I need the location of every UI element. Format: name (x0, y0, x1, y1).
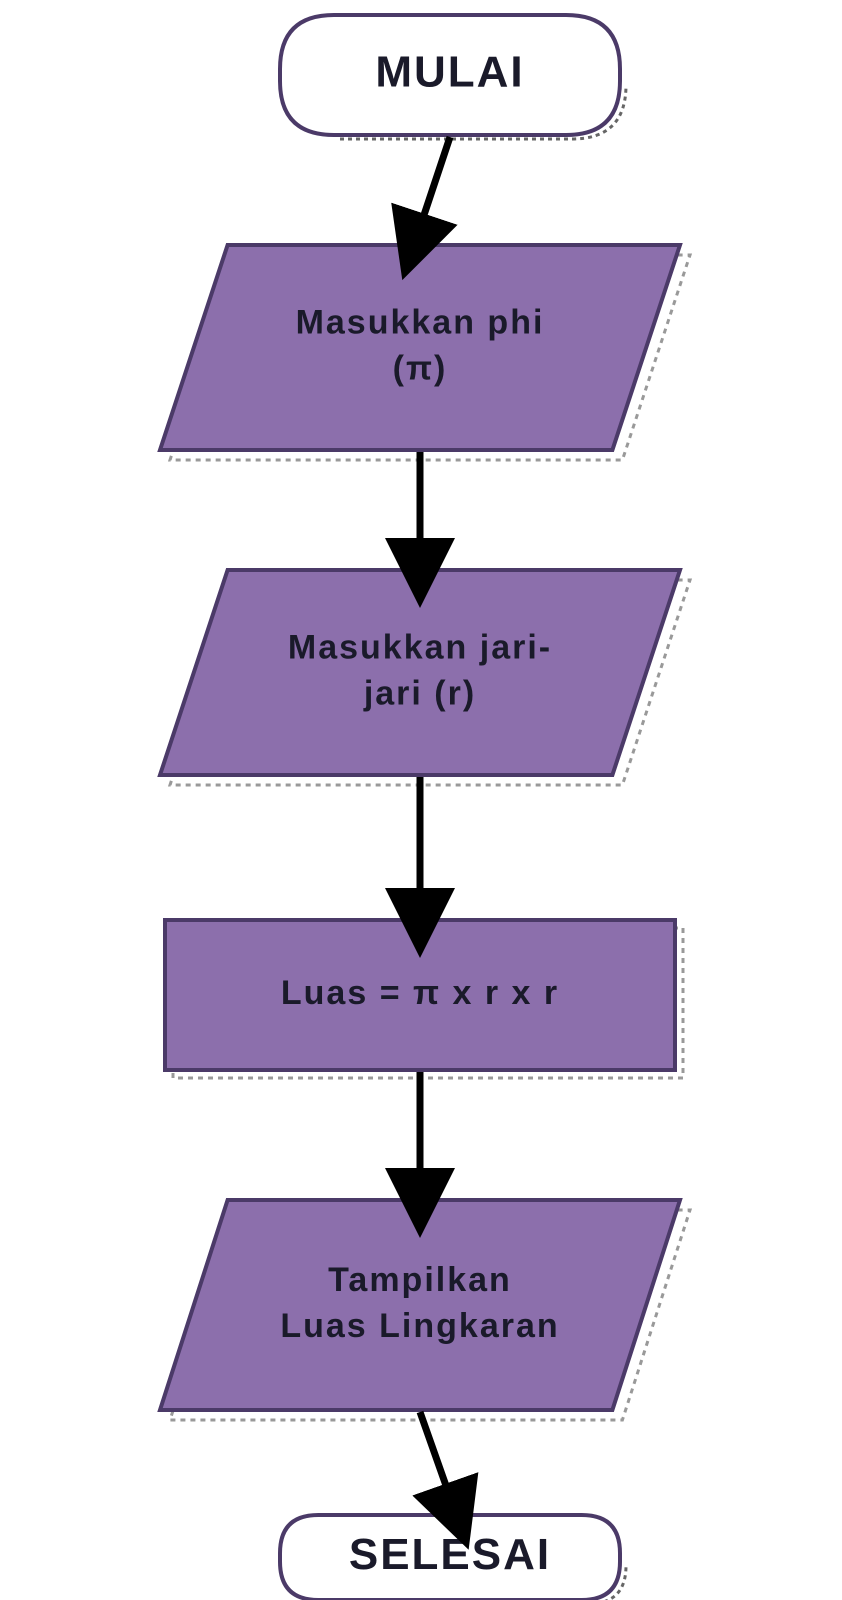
process-label-0: Luas = π x r x r (281, 974, 559, 1012)
output-node (160, 1200, 680, 1410)
input_r-label-0: Masukkan jari- (288, 629, 552, 667)
start-label-0: MULAI (375, 48, 524, 97)
flowchart-canvas: MULAI Masukkan phi (π) Masukkan jari-jari (… (0, 0, 842, 1600)
input_phi-label-1: (π) (393, 349, 448, 387)
output-label-0: Tampilkan (328, 1261, 512, 1299)
arrow-output-end (420, 1412, 450, 1497)
input_r-node (160, 570, 680, 775)
input_phi-label-0: Masukkan phi (296, 304, 545, 342)
end-label-0: SELESAI (349, 1530, 551, 1579)
input_phi-node (160, 245, 680, 450)
output-label-1: Luas Lingkaran (280, 1307, 559, 1345)
input_r-label-1: jari (r) (363, 674, 476, 712)
arrow-start-input_phi (420, 137, 450, 227)
